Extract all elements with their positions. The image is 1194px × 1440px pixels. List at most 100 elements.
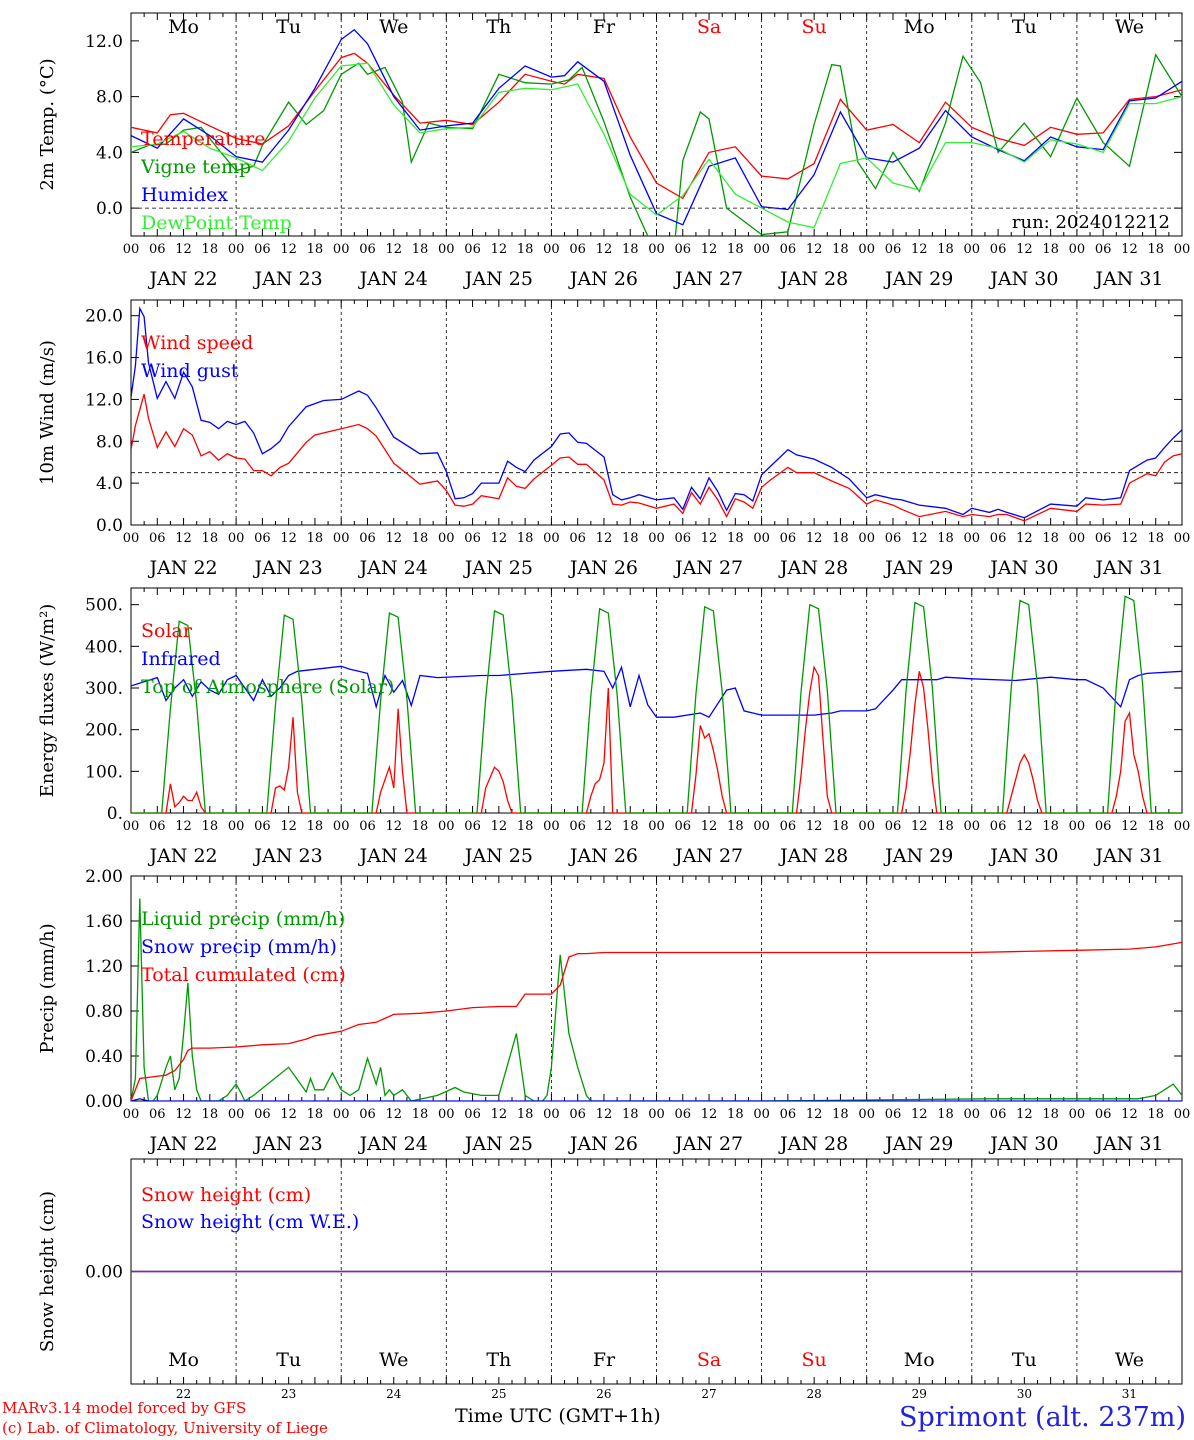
y-tick-label: 500. (85, 596, 123, 616)
y-tick-label: 0.80 (85, 1002, 123, 1022)
date-label: JAN 30 (988, 268, 1058, 290)
legend-entry: Wind gust (141, 360, 239, 382)
weekday-label: Th (486, 1349, 511, 1371)
hour-label: 12 (1121, 242, 1138, 257)
station-label: Sprimont (alt. 237m) (899, 1402, 1186, 1433)
hour-label: 06 (1095, 819, 1112, 834)
plot-frame (130, 299, 1183, 526)
hour-label: 18 (412, 531, 429, 546)
weekday-label: Fr (593, 1349, 616, 1371)
hour-label: 00 (964, 242, 981, 257)
date-label: JAN 22 (147, 1133, 217, 1155)
hour-label: 00 (333, 1107, 350, 1122)
hour-label: 06 (149, 531, 166, 546)
y-tick-label: 4.0 (96, 143, 123, 163)
hour-label: 18 (307, 242, 324, 257)
hour-label: 00 (858, 1107, 875, 1122)
hour-label: 06 (885, 242, 902, 257)
hour-label: 18 (832, 531, 849, 546)
weekday-label: Th (486, 16, 511, 38)
date-label: JAN 31 (1093, 268, 1163, 290)
hour-label: 12 (1121, 819, 1138, 834)
date-label: JAN 29 (883, 845, 953, 867)
legend-entry: Wind speed (141, 332, 253, 354)
date-label: JAN 31 (1093, 1133, 1163, 1155)
date-label: JAN 26 (568, 268, 638, 290)
hour-label: 12 (701, 1107, 718, 1122)
hour-label: 18 (202, 531, 219, 546)
hour-label: 12 (1121, 531, 1138, 546)
legend-entry: Humidex (141, 184, 228, 206)
date-label: JAN 29 (883, 557, 953, 579)
date-label: JAN 29 (883, 268, 953, 290)
hour-label: 06 (780, 531, 797, 546)
legend-entry: Total cumulated (cm) (141, 964, 346, 986)
hour-label: 12 (911, 819, 928, 834)
day-number-label: 22 (176, 1387, 191, 1400)
panel-wind (130, 299, 1183, 526)
hour-label: 18 (1042, 1107, 1059, 1122)
hour-label: 18 (307, 531, 324, 546)
hour-label: 00 (858, 819, 875, 834)
date-label: JAN 28 (778, 845, 848, 867)
hour-label: 12 (491, 242, 508, 257)
hour-label: 00 (228, 1107, 245, 1122)
hour-label: 18 (727, 242, 744, 257)
hour-label: 00 (648, 819, 665, 834)
plot-frame (130, 587, 1183, 814)
series-line-infrared (131, 665, 1182, 719)
y-tick-label: 0.0 (96, 199, 123, 219)
date-label: JAN 22 (147, 268, 217, 290)
hour-label: 00 (543, 819, 560, 834)
hour-label: 00 (123, 531, 140, 546)
hour-label: 00 (1069, 531, 1086, 546)
hour-label: 00 (858, 531, 875, 546)
hour-label: 00 (228, 531, 245, 546)
plot-frame (130, 12, 1183, 237)
hour-label: 12 (385, 819, 402, 834)
hour-label: 18 (1042, 531, 1059, 546)
hour-label: 12 (175, 531, 192, 546)
legend-entry: Snow precip (mm/h) (141, 936, 337, 958)
hour-label: 18 (1147, 531, 1164, 546)
series-line-dewpoint-temp (131, 62, 1182, 229)
y-tick-label: 2.00 (85, 867, 123, 887)
hour-label: 06 (990, 242, 1007, 257)
hour-label: 06 (675, 531, 692, 546)
date-label: JAN 25 (463, 845, 533, 867)
date-label: JAN 22 (147, 557, 217, 579)
hour-label: 06 (1095, 531, 1112, 546)
hour-label: 06 (359, 819, 376, 834)
hour-label: 12 (1016, 242, 1033, 257)
hour-label: 00 (438, 242, 455, 257)
hour-label: 00 (858, 242, 875, 257)
date-label: JAN 22 (147, 845, 217, 867)
hour-label: 18 (412, 242, 429, 257)
hour-label: 06 (569, 531, 586, 546)
y-tick-label: 300. (85, 679, 123, 699)
weekday-label: We (379, 1349, 408, 1371)
legend-entry: Snow height (cm W.E.) (141, 1211, 359, 1233)
series-line-solar (131, 665, 1182, 813)
hour-label: 12 (806, 819, 823, 834)
day-number-label: 27 (701, 1387, 716, 1400)
hour-label: 18 (832, 1107, 849, 1122)
y-tick-label: 4.0 (96, 474, 123, 494)
hour-label: 18 (412, 819, 429, 834)
hour-label: 06 (569, 242, 586, 257)
series-line-vigne-temp (131, 53, 1182, 236)
hour-label: 12 (280, 242, 297, 257)
series-line-total-cumulated-cm- (131, 941, 1182, 1101)
weekday-label: Mo (168, 1349, 199, 1371)
panel-flux (130, 587, 1183, 814)
hour-label: 12 (806, 1107, 823, 1122)
y-tick-label: 0.0 (96, 516, 123, 536)
hour-label: 06 (149, 819, 166, 834)
hour-label: 12 (701, 242, 718, 257)
hour-label: 12 (385, 242, 402, 257)
day-number-label: 30 (1017, 1387, 1032, 1400)
hour-label: 18 (622, 242, 639, 257)
hour-label: 06 (780, 1107, 797, 1122)
hour-label: 00 (964, 1107, 981, 1122)
hour-label: 06 (149, 1107, 166, 1122)
